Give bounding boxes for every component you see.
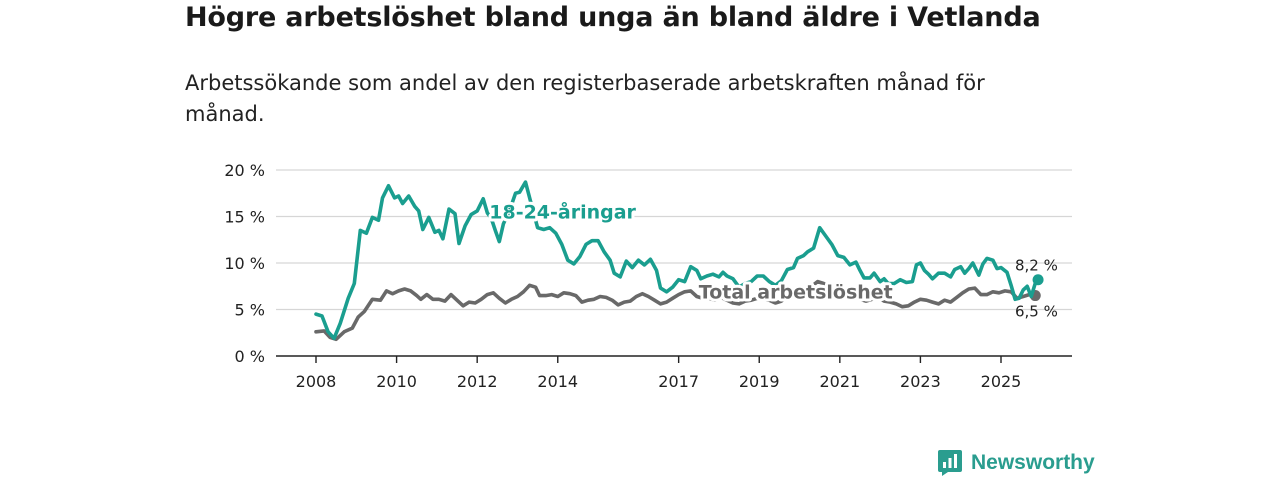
x-tick-label: 2023: [900, 372, 941, 391]
x-tick-label: 2008: [296, 372, 337, 391]
x-tick-label: 2017: [658, 372, 699, 391]
y-tick-label: 5 %: [235, 301, 265, 320]
series-label: Total arbetslöshet: [699, 281, 893, 303]
series-label-halo: 18-24-åringar: [489, 199, 636, 223]
y-tick-label: 10 %: [224, 254, 265, 273]
chart-title: Högre arbetslöshet bland unga än bland ä…: [185, 2, 1041, 33]
chart-subtitle: Arbetssökande som andel av den registerb…: [185, 71, 985, 126]
x-tick-label: 2019: [739, 372, 780, 391]
newsworthy-logo: Newsworthy: [937, 449, 1095, 477]
x-tick-label: 2014: [537, 372, 578, 391]
y-tick-label: 20 %: [224, 161, 265, 180]
series-label: 18-24-åringar: [489, 199, 636, 223]
x-tick-label: 2012: [457, 372, 498, 391]
x-tick-label: 2021: [819, 372, 860, 391]
y-axis-ticks: 0 % 5 % 10 % 15 % 20 %: [224, 161, 265, 366]
y-tick-label: 0 %: [235, 347, 265, 366]
x-tick-label: 2010: [376, 372, 417, 391]
x-axis-ticks: 2008 2010 2012 2014 2017 2019 2021 2023 2025: [296, 356, 1022, 391]
series-line-youth: [314, 180, 1040, 341]
series-end-label: 6,5 %: [1015, 303, 1058, 321]
series-label-halo: Total arbetslöshet: [699, 281, 893, 303]
newsworthy-logo-icon: [938, 450, 962, 476]
series-end-label: 8,2 %: [1015, 257, 1058, 275]
series-lines: [314, 180, 1044, 342]
brand-name: Newsworthy: [971, 451, 1095, 474]
series-end-point: [1032, 274, 1044, 286]
x-tick-label: 2025: [981, 372, 1022, 391]
y-tick-label: 15 %: [224, 208, 265, 227]
series-line-total: [314, 279, 1037, 342]
gridlines: [276, 169, 1072, 311]
